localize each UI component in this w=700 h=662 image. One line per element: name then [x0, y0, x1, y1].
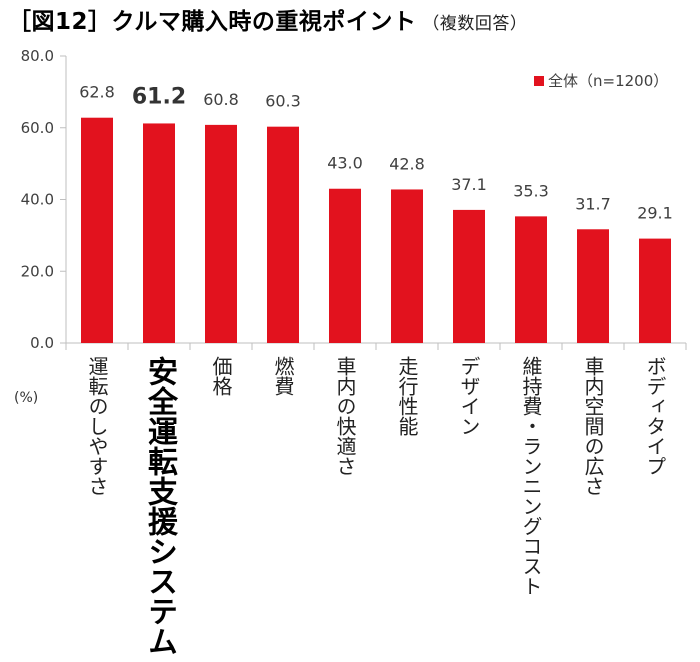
x-category-label: 車内の快適さ [333, 356, 357, 476]
bar [329, 188, 361, 343]
x-category-label: 価格 [209, 356, 233, 396]
y-tick-label: 40.0 [21, 191, 54, 209]
x-category-label: 維持費・ランニングコスト [519, 356, 543, 596]
x-category-label: 走行性能 [395, 356, 419, 436]
bar-value-label: 60.8 [203, 90, 239, 109]
chart-title-main: ［図12］クルマ購入時の重視ポイント [8, 9, 417, 35]
bar [453, 209, 485, 343]
bar-value-label: 29.1 [637, 204, 673, 223]
bar-value-label: 60.3 [265, 92, 301, 111]
bar [81, 117, 113, 343]
chart-title: ［図12］クルマ購入時の重視ポイント （複数回答） [8, 2, 527, 36]
bar-value-label: 37.1 [451, 175, 487, 194]
x-category-label: 運転のしやすさ [85, 356, 109, 496]
y-axis-unit-label: (%) [14, 390, 39, 406]
bar [639, 238, 671, 343]
bar [267, 126, 299, 343]
bar-value-label: 31.7 [575, 194, 611, 213]
bar [205, 124, 237, 343]
bar-value-label: 42.8 [389, 154, 425, 173]
bar-value-label: 62.8 [79, 83, 115, 102]
y-tick-label: 0.0 [30, 334, 54, 352]
x-category-label: ボディタイプ [643, 356, 667, 476]
chart-subtitle: （複数回答） [422, 14, 528, 34]
x-category-label: デザイン [457, 356, 481, 436]
legend-label: 全体（n=1200） [548, 72, 668, 90]
y-tick-label: 20.0 [21, 262, 54, 280]
bar [577, 229, 609, 343]
y-tick-label: 80.0 [21, 47, 54, 65]
legend-swatch [534, 76, 544, 86]
bar-value-label: 35.3 [513, 181, 549, 200]
bar [143, 123, 175, 343]
x-category-label: 車内空間の広さ [581, 356, 605, 496]
x-category-label: 安全運転支援システム [142, 356, 177, 656]
x-category-label: 燃費 [271, 356, 295, 396]
bar-value-label: 43.0 [327, 154, 363, 173]
bar-value-label: 61.2 [132, 84, 186, 109]
bar [391, 189, 423, 343]
y-tick-label: 60.0 [21, 119, 54, 137]
bar [515, 216, 547, 343]
